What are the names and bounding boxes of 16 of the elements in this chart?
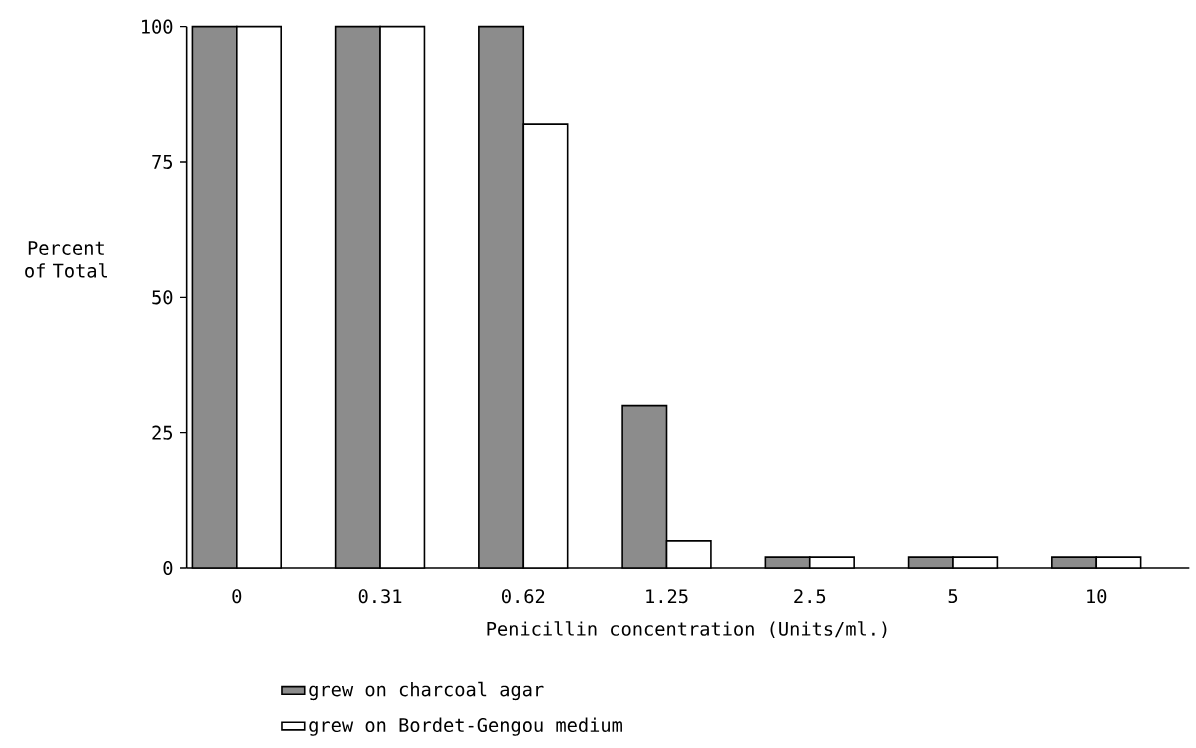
- y-tick-label: 50: [152, 290, 173, 305]
- y-tick-label: 0: [163, 560, 173, 576]
- x-tick-label: 0: [232, 589, 242, 604]
- y-tick-label: 25: [152, 425, 173, 440]
- legend-label: grew on Bordet-Gengou medium: [309, 717, 622, 736]
- x-tick-label: 2.5: [794, 589, 826, 604]
- x-tick-label: 1.25: [646, 589, 688, 604]
- y-axis-title: Percent of Total: [25, 241, 107, 278]
- y-tick-label: 100: [142, 19, 173, 34]
- x-tick-label: 5: [948, 589, 958, 604]
- legend-label: grew on charcoal agar: [309, 681, 544, 701]
- x-tick-label: 10: [1087, 589, 1107, 604]
- y-tick-label: 75: [152, 155, 173, 169]
- x-tick-label: 0.31: [358, 589, 402, 604]
- x-tick-label: 0.62: [502, 589, 545, 604]
- x-axis-title: Penicillin concentration (Units/ml.): [487, 621, 887, 639]
